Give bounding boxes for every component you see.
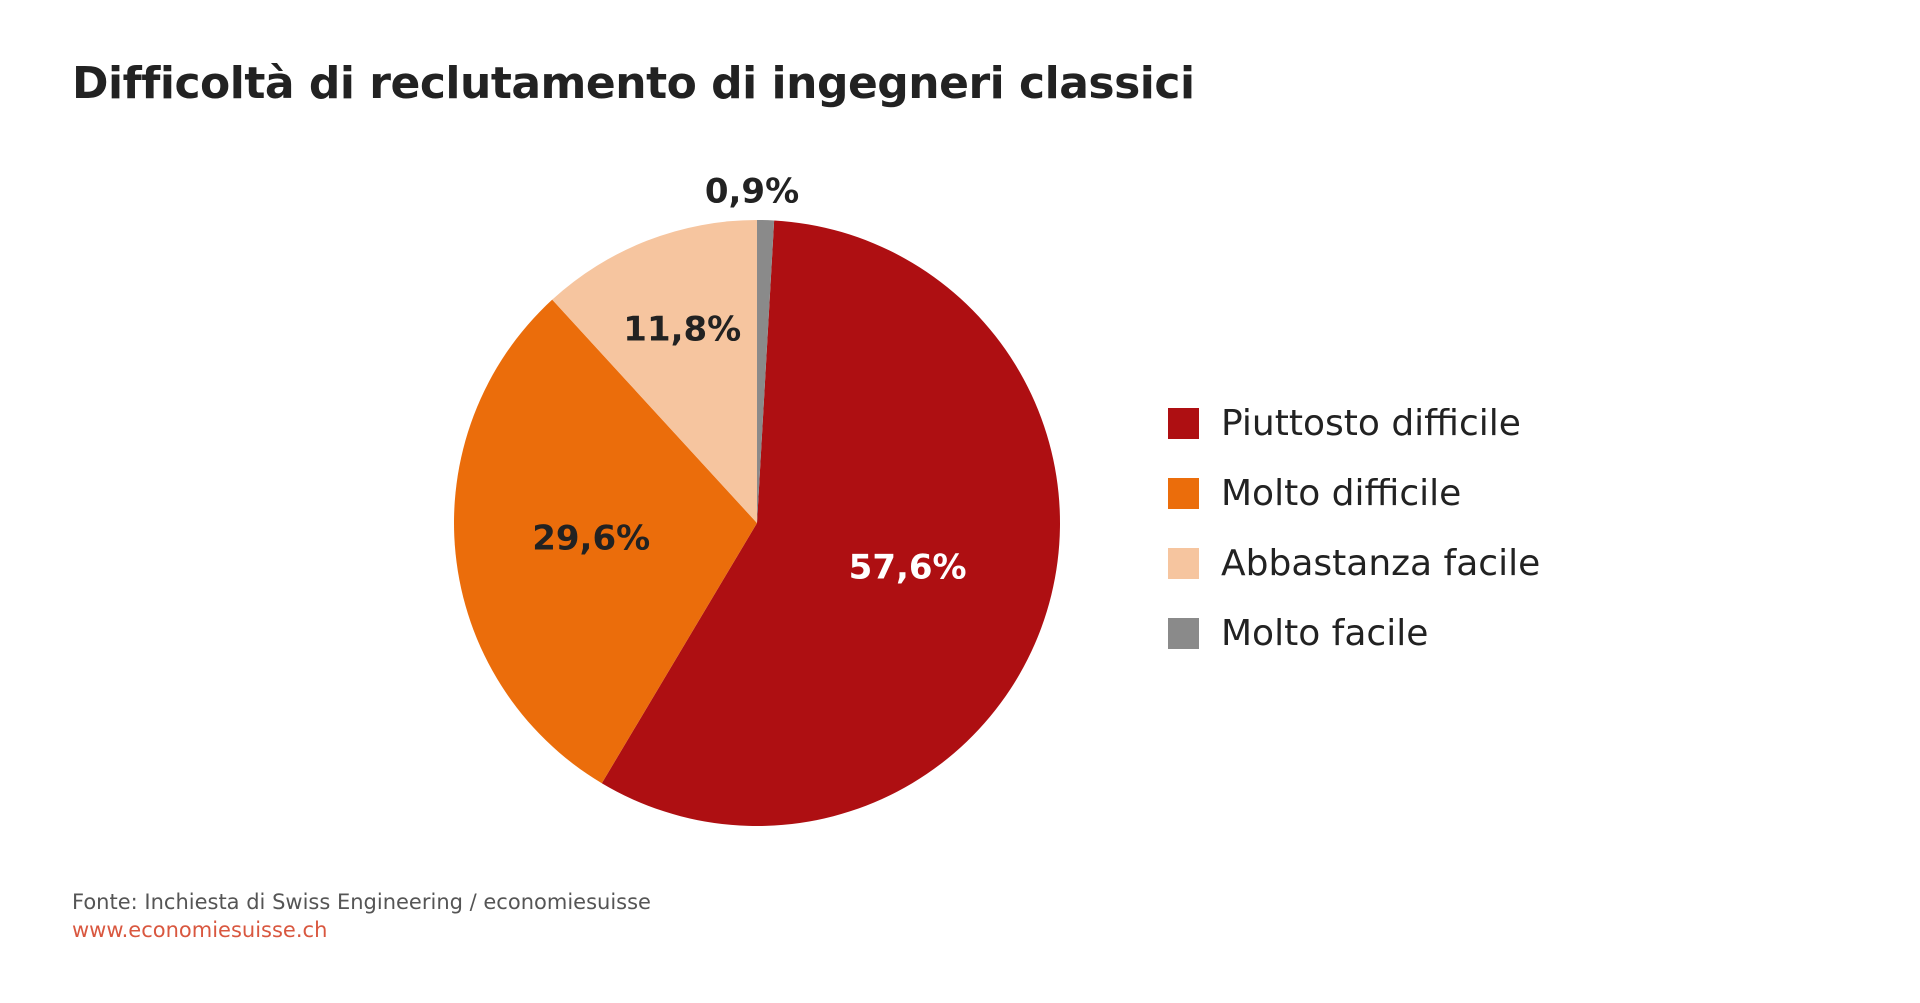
legend-label: Molto difficile [1221,472,1462,514]
chart-title: Difficoltà di reclutamento di ingegneri … [72,58,1195,109]
legend-swatch [1168,617,1199,649]
legend: Piuttosto difficile Molto difficile Abba… [1168,388,1540,668]
legend-swatch [1168,477,1199,509]
slice-abbastanza-facile-label: 11,8% [623,309,741,349]
legend-label: Molto facile [1221,612,1429,654]
legend-item-molto-difficile: Molto difficile [1168,458,1540,528]
legend-label: Abbastanza facile [1221,542,1541,584]
slice-molto-facile [757,220,775,523]
slice-abbastanza-facile [552,220,757,523]
slice-piuttosto-difficile [601,220,1060,826]
source-note: Fonte: Inchiesta di Swiss Engineering / … [72,890,651,914]
legend-item-abbastanza-facile: Abbastanza facile [1168,528,1540,598]
slice-molto-difficile-label: 29,6% [532,519,650,559]
slice-molto-facile-label: 0,9% [705,172,799,212]
legend-item-molto-facile: Molto facile [1168,598,1540,668]
website-link[interactable]: www.economiesuisse.ch [72,918,328,942]
slice-molto-difficile [453,299,757,784]
legend-swatch [1168,547,1199,579]
slice-piuttosto-difficile-label: 57,6% [849,548,967,588]
legend-item-piuttosto-difficile: Piuttosto difficile [1168,388,1540,458]
legend-label: Piuttosto difficile [1221,402,1521,444]
legend-swatch [1168,407,1199,439]
